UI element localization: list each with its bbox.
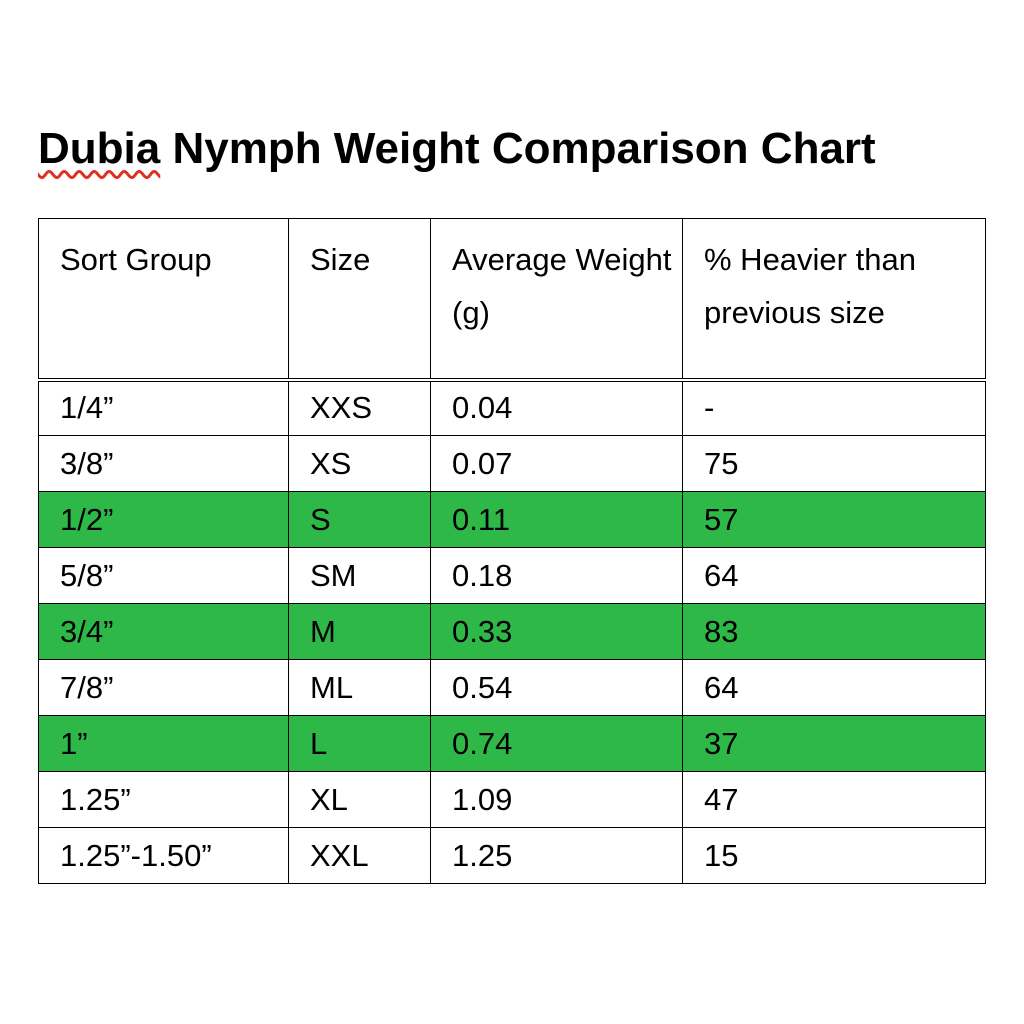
cell-pct-heavier: 37 bbox=[682, 715, 986, 772]
cell-size: XXL bbox=[288, 827, 431, 884]
table-row: 7/8” ML 0.54 64 bbox=[38, 659, 986, 716]
cell-pct-heavier: 15 bbox=[682, 827, 986, 884]
table-row: 1/2” S 0.11 57 bbox=[38, 491, 986, 548]
table-row: 3/8” XS 0.07 75 bbox=[38, 435, 986, 492]
cell-size: SM bbox=[288, 547, 431, 604]
cell-sort-group: 1” bbox=[38, 715, 289, 772]
cell-pct-heavier: - bbox=[682, 379, 986, 436]
cell-size: L bbox=[288, 715, 431, 772]
cell-pct-heavier: 75 bbox=[682, 435, 986, 492]
cell-average-weight: 0.04 bbox=[430, 379, 683, 436]
header-sort-group: Sort Group bbox=[38, 218, 289, 382]
cell-sort-group: 5/8” bbox=[38, 547, 289, 604]
table-row: 1.25” XL 1.09 47 bbox=[38, 771, 986, 828]
cell-average-weight: 0.54 bbox=[430, 659, 683, 716]
cell-sort-group: 3/8” bbox=[38, 435, 289, 492]
table-row: 3/4” M 0.33 83 bbox=[38, 603, 986, 660]
title-misspelled-word: Dubia bbox=[38, 124, 161, 173]
cell-sort-group: 1.25”-1.50” bbox=[38, 827, 289, 884]
weight-comparison-table: Sort Group Size Average Weight (g) % Hea… bbox=[38, 218, 986, 884]
cell-average-weight: 1.09 bbox=[430, 771, 683, 828]
cell-average-weight: 0.33 bbox=[430, 603, 683, 660]
cell-average-weight: 0.07 bbox=[430, 435, 683, 492]
cell-average-weight: 0.74 bbox=[430, 715, 683, 772]
cell-average-weight: 0.11 bbox=[430, 491, 683, 548]
cell-size: XS bbox=[288, 435, 431, 492]
page-title: Dubia Nymph Weight Comparison Chart bbox=[38, 0, 986, 174]
table-row: 1” L 0.74 37 bbox=[38, 715, 986, 772]
header-pct-heavier: % Heavier than previous size bbox=[682, 218, 986, 382]
cell-pct-heavier: 64 bbox=[682, 659, 986, 716]
cell-sort-group: 1/4” bbox=[38, 379, 289, 436]
table-row: 1.25”-1.50” XXL 1.25 15 bbox=[38, 827, 986, 884]
table-row: 1/4” XXS 0.04 - bbox=[38, 379, 986, 436]
header-row: Sort Group Size Average Weight (g) % Hea… bbox=[38, 218, 986, 382]
cell-pct-heavier: 64 bbox=[682, 547, 986, 604]
title-rest: Nymph Weight Comparison Chart bbox=[160, 124, 876, 173]
cell-average-weight: 0.18 bbox=[430, 547, 683, 604]
cell-pct-heavier: 57 bbox=[682, 491, 986, 548]
cell-sort-group: 1/2” bbox=[38, 491, 289, 548]
cell-sort-group: 7/8” bbox=[38, 659, 289, 716]
cell-pct-heavier: 47 bbox=[682, 771, 986, 828]
cell-size: XL bbox=[288, 771, 431, 828]
cell-sort-group: 3/4” bbox=[38, 603, 289, 660]
header-average-weight: Average Weight (g) bbox=[430, 218, 683, 382]
cell-sort-group: 1.25” bbox=[38, 771, 289, 828]
cell-pct-heavier: 83 bbox=[682, 603, 986, 660]
cell-size: ML bbox=[288, 659, 431, 716]
table-row: 5/8” SM 0.18 64 bbox=[38, 547, 986, 604]
header-size: Size bbox=[288, 218, 431, 382]
cell-size: M bbox=[288, 603, 431, 660]
table-body: 1/4” XXS 0.04 - 3/8” XS 0.07 75 1/2” S 0… bbox=[38, 379, 986, 884]
cell-size: S bbox=[288, 491, 431, 548]
cell-size: XXS bbox=[288, 379, 431, 436]
cell-average-weight: 1.25 bbox=[430, 827, 683, 884]
